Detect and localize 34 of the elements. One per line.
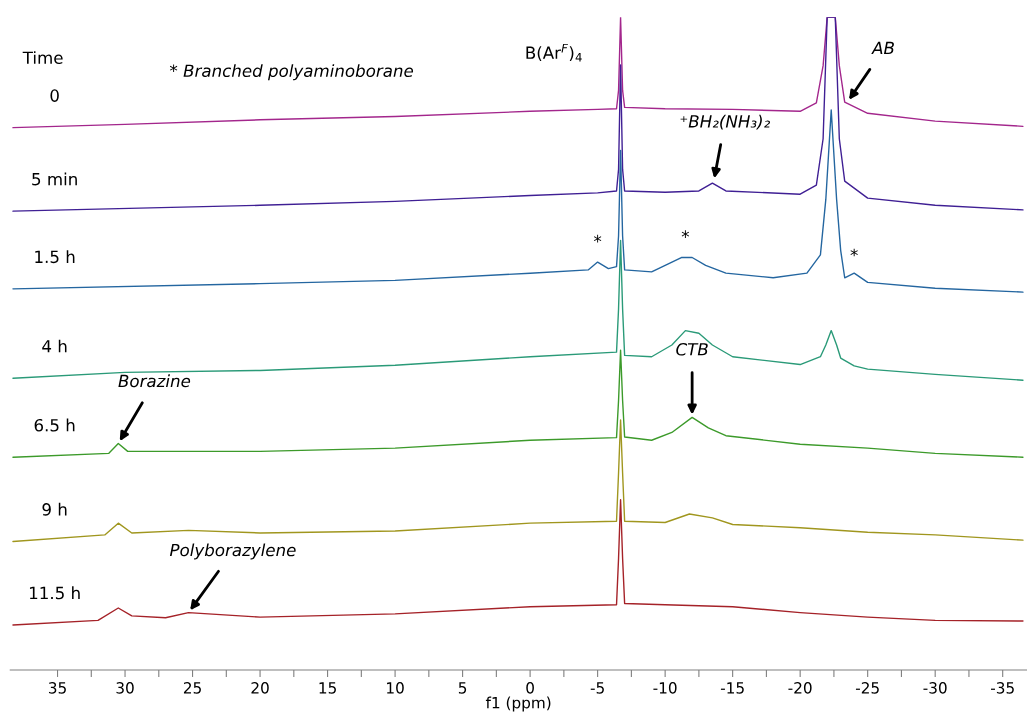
x-tick-label: -15 xyxy=(720,682,744,694)
x-tick-label: -25 xyxy=(855,682,879,694)
x-tick-label: 10 xyxy=(387,682,404,694)
annotation: B(Ar$^{F}$)$_{4}$ xyxy=(526,43,582,62)
annotation: CTB xyxy=(676,342,708,356)
x-tick-label: 15 xyxy=(319,682,336,694)
series-label: 4 h xyxy=(42,339,67,353)
x-tick-label: 35 xyxy=(48,682,66,694)
x-tick-label: 5 xyxy=(458,682,467,694)
annotation: Polyborazylene xyxy=(169,543,296,560)
x-tick-label: 0 xyxy=(526,682,534,694)
legend-title: Time xyxy=(22,51,63,65)
x-tick-label: 25 xyxy=(183,682,201,694)
series-label: 11.5 h xyxy=(29,586,80,600)
series-label: 1.5 h xyxy=(35,250,75,264)
annotation: * xyxy=(681,230,690,238)
x-tick-label: -35 xyxy=(990,682,1014,694)
x-tick-label: -30 xyxy=(923,682,947,694)
annotation: * xyxy=(593,234,602,243)
series-label: 5 min xyxy=(32,172,77,186)
series-label: 6.5 h xyxy=(34,418,75,432)
annotation: Borazine xyxy=(118,374,191,388)
annotation: ⁺BH₂(NH₃)₂ xyxy=(680,114,770,130)
x-tick-label: -5 xyxy=(590,682,604,694)
series-label: 0 xyxy=(50,89,59,102)
x-tick-label: 20 xyxy=(251,682,269,694)
x-tick-label: -20 xyxy=(788,682,812,694)
annotation: AB xyxy=(871,41,894,54)
x-axis-title: f1 (ppm) xyxy=(485,696,551,712)
x-tick-label: 30 xyxy=(116,682,134,694)
annotation: * Branched polyaminoborane xyxy=(169,64,414,81)
series-label: 9 h xyxy=(42,502,67,516)
annotation: * xyxy=(850,248,858,257)
x-tick-label: -10 xyxy=(653,682,677,694)
